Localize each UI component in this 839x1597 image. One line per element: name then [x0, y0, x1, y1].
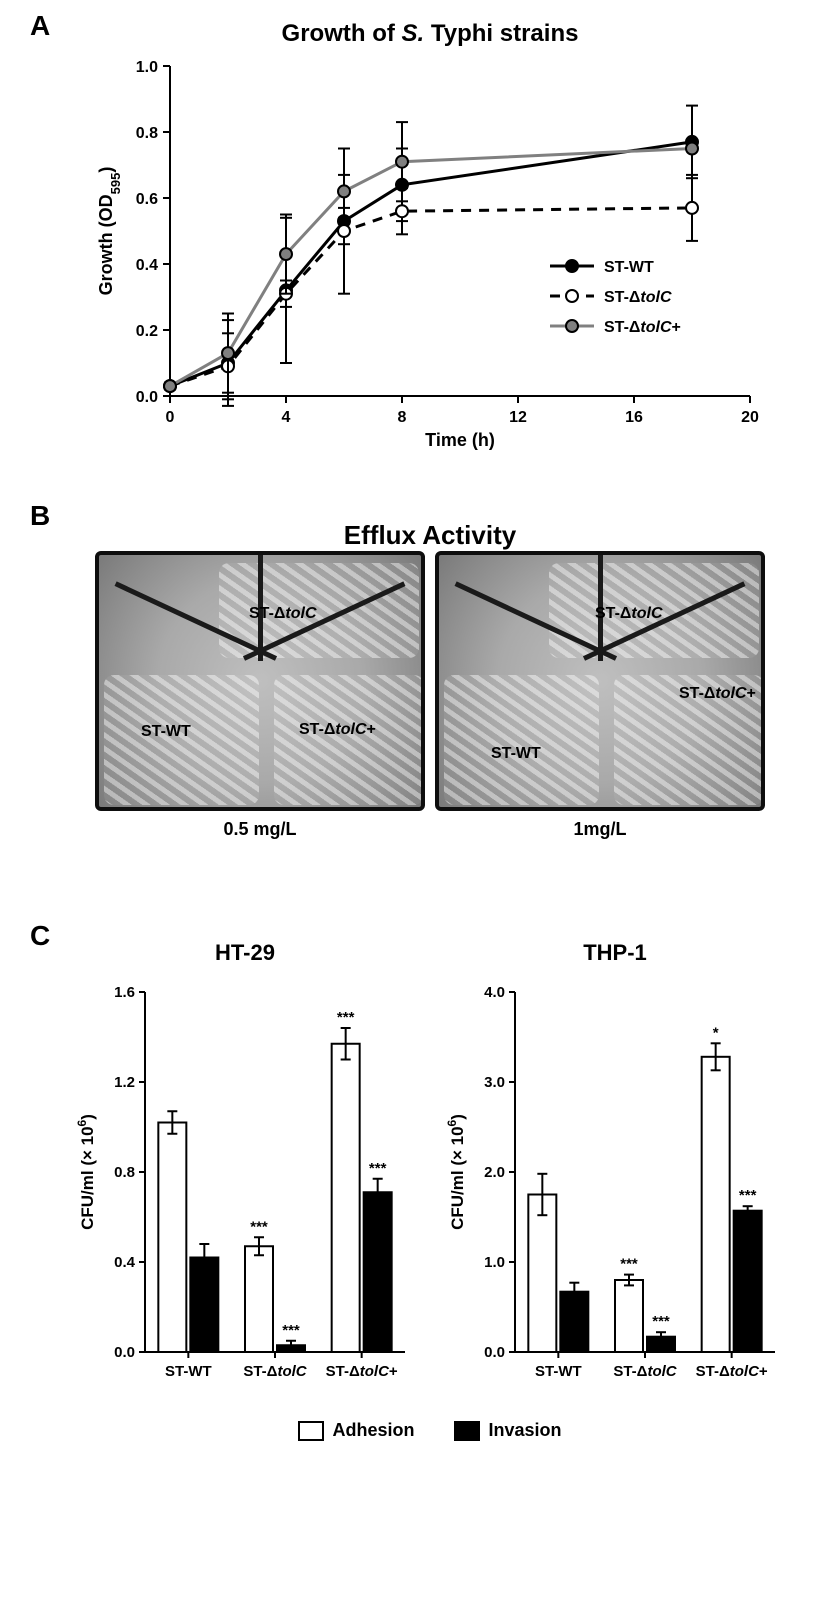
svg-text:0.8: 0.8 — [136, 125, 158, 142]
streak-right — [274, 675, 424, 805]
plate-strain-label: ST-WT — [491, 745, 541, 763]
svg-text:***: *** — [369, 1160, 387, 1177]
svg-text:CFU/ml (× 106): CFU/ml (× 106) — [75, 1114, 97, 1230]
svg-text:0.2: 0.2 — [136, 323, 158, 340]
svg-text:8: 8 — [398, 409, 407, 426]
svg-text:ST-WT: ST-WT — [535, 1363, 582, 1380]
svg-text:ST-ΔtolC: ST-ΔtolC — [613, 1363, 677, 1380]
dose-right: 1mg/L — [435, 819, 765, 840]
svg-text:ST-ΔtolC+: ST-ΔtolC+ — [326, 1363, 398, 1380]
swatch-invasion — [454, 1421, 480, 1441]
title-italic: S. — [402, 20, 425, 47]
swatch-adhesion — [298, 1421, 324, 1441]
panel-c-label: C — [30, 920, 50, 952]
svg-text:20: 20 — [741, 409, 759, 426]
panel-c-legend: Adhesion Invasion — [70, 1420, 790, 1441]
ht29-title: HT-29 — [75, 940, 415, 966]
svg-text:***: *** — [250, 1218, 268, 1235]
svg-text:1.6: 1.6 — [114, 984, 135, 1001]
svg-text:ST-ΔtolC+: ST-ΔtolC+ — [604, 319, 681, 336]
title-prefix: Growth of — [282, 20, 402, 47]
svg-text:0: 0 — [166, 409, 175, 426]
panel-b-label: B — [30, 500, 50, 532]
svg-text:0.0: 0.0 — [484, 1344, 505, 1361]
svg-text:16: 16 — [625, 409, 643, 426]
panel-b: Efflux Activity ST-ΔtolC ST-WT ST-ΔtolC+ S… — [70, 520, 790, 840]
svg-text:0.8: 0.8 — [114, 1164, 135, 1181]
svg-text:***: *** — [282, 1322, 300, 1339]
legend-invasion: Invasion — [454, 1420, 561, 1441]
svg-text:0.4: 0.4 — [136, 257, 158, 274]
bar-chart-ht29: HT-29 0.0 0.4 0.8 1.2 1.6 CFU/ml (× 106) ST-WT… — [75, 940, 415, 1402]
plate-strain-label: ST-ΔtolC+ — [679, 685, 756, 703]
svg-text:ST-ΔtolC: ST-ΔtolC — [243, 1363, 307, 1380]
plate-left: ST-ΔtolC ST-WT ST-ΔtolC+ — [95, 551, 425, 811]
ht29-svg: 0.0 0.4 0.8 1.2 1.6 CFU/ml (× 106) ST-WT *** ***… — [75, 972, 415, 1402]
plate-right: ST-ΔtolC ST-WT ST-ΔtolC+ — [435, 551, 765, 811]
svg-text:***: *** — [739, 1187, 757, 1204]
svg-text:2.0: 2.0 — [484, 1164, 505, 1181]
plate-row: ST-ΔtolCST-WTST-ΔtolC+ ST-ΔtolCST-WTST-Δ… — [70, 551, 790, 811]
svg-text:Growth (OD595): Growth (OD595) — [96, 167, 123, 296]
svg-text:Time (h): Time (h) — [425, 430, 495, 450]
svg-text:12: 12 — [509, 409, 527, 426]
growth-chart: 0 4 8 12 16 20 0.0 0.2 0.4 0.6 0.8 1.0 Time (h) Growt… — [90, 56, 770, 456]
svg-text:***: *** — [620, 1256, 638, 1273]
thp1-svg: 0.01.02.03.04.0CFU/ml (× 106)ST-WT******… — [445, 972, 785, 1402]
svg-text:1.0: 1.0 — [484, 1254, 505, 1271]
svg-text:***: *** — [652, 1313, 670, 1330]
dose-row: 0.5 mg/L 1mg/L — [70, 819, 790, 840]
svg-text:ST-WT: ST-WT — [604, 259, 654, 276]
bar-row: HT-29 0.0 0.4 0.8 1.2 1.6 CFU/ml (× 106) ST-WT… — [70, 940, 790, 1402]
svg-text:ST-ΔtolC+: ST-ΔtolC+ — [696, 1363, 768, 1380]
figure-root: A Growth of S. Typhi strains 0 4 8 12 16 20 0.… — [0, 0, 839, 1597]
svg-text:4.0: 4.0 — [484, 984, 505, 1001]
plate-strain-label: ST-ΔtolC+ — [299, 721, 376, 739]
svg-text:***: *** — [337, 1009, 355, 1026]
dose-left: 0.5 mg/L — [95, 819, 425, 840]
plate-strain-label: ST-ΔtolC — [595, 605, 663, 623]
legend-adhesion-label: Adhesion — [332, 1420, 414, 1440]
legend-adhesion: Adhesion — [298, 1420, 414, 1441]
plate-strain-label: ST-ΔtolC — [249, 605, 317, 623]
bar-chart-thp1: THP-1 0.0 1.0 2.0 3.0 4.0 CFU/ml (× 106) ST-WT… — [445, 940, 785, 1402]
svg-text:0.6: 0.6 — [136, 191, 158, 208]
svg-text:ST-WT: ST-WT — [165, 1363, 212, 1380]
svg-text:*: * — [713, 1024, 719, 1041]
svg-text:0.0: 0.0 — [114, 1344, 135, 1361]
svg-text:ST-ΔtolC: ST-ΔtolC — [604, 289, 672, 306]
panel-a: Growth of S. Typhi strains 0481216200.00… — [70, 20, 790, 460]
panel-a-label: A — [30, 10, 50, 42]
svg-text:0.0: 0.0 — [136, 389, 158, 406]
svg-text:1.0: 1.0 — [136, 59, 158, 76]
panel-c: HT-29 0.0 0.4 0.8 1.2 1.6 CFU/ml (× 106) ST-WT… — [70, 940, 790, 1441]
plate-strain-label: ST-WT — [141, 723, 191, 741]
svg-text:0.4: 0.4 — [114, 1254, 136, 1271]
svg-text:1.2: 1.2 — [114, 1074, 135, 1091]
legend-invasion-label: Invasion — [488, 1420, 561, 1440]
thp1-title: THP-1 — [445, 940, 785, 966]
svg-text:4: 4 — [282, 409, 291, 426]
panel-b-title: Efflux Activity — [70, 520, 790, 551]
panel-a-title: Growth of S. Typhi strains — [70, 20, 790, 48]
streak-left — [444, 675, 599, 805]
svg-text:3.0: 3.0 — [484, 1074, 505, 1091]
title-suffix: Typhi strains — [424, 20, 578, 47]
svg-text:CFU/ml (× 106): CFU/ml (× 106) — [445, 1114, 467, 1230]
